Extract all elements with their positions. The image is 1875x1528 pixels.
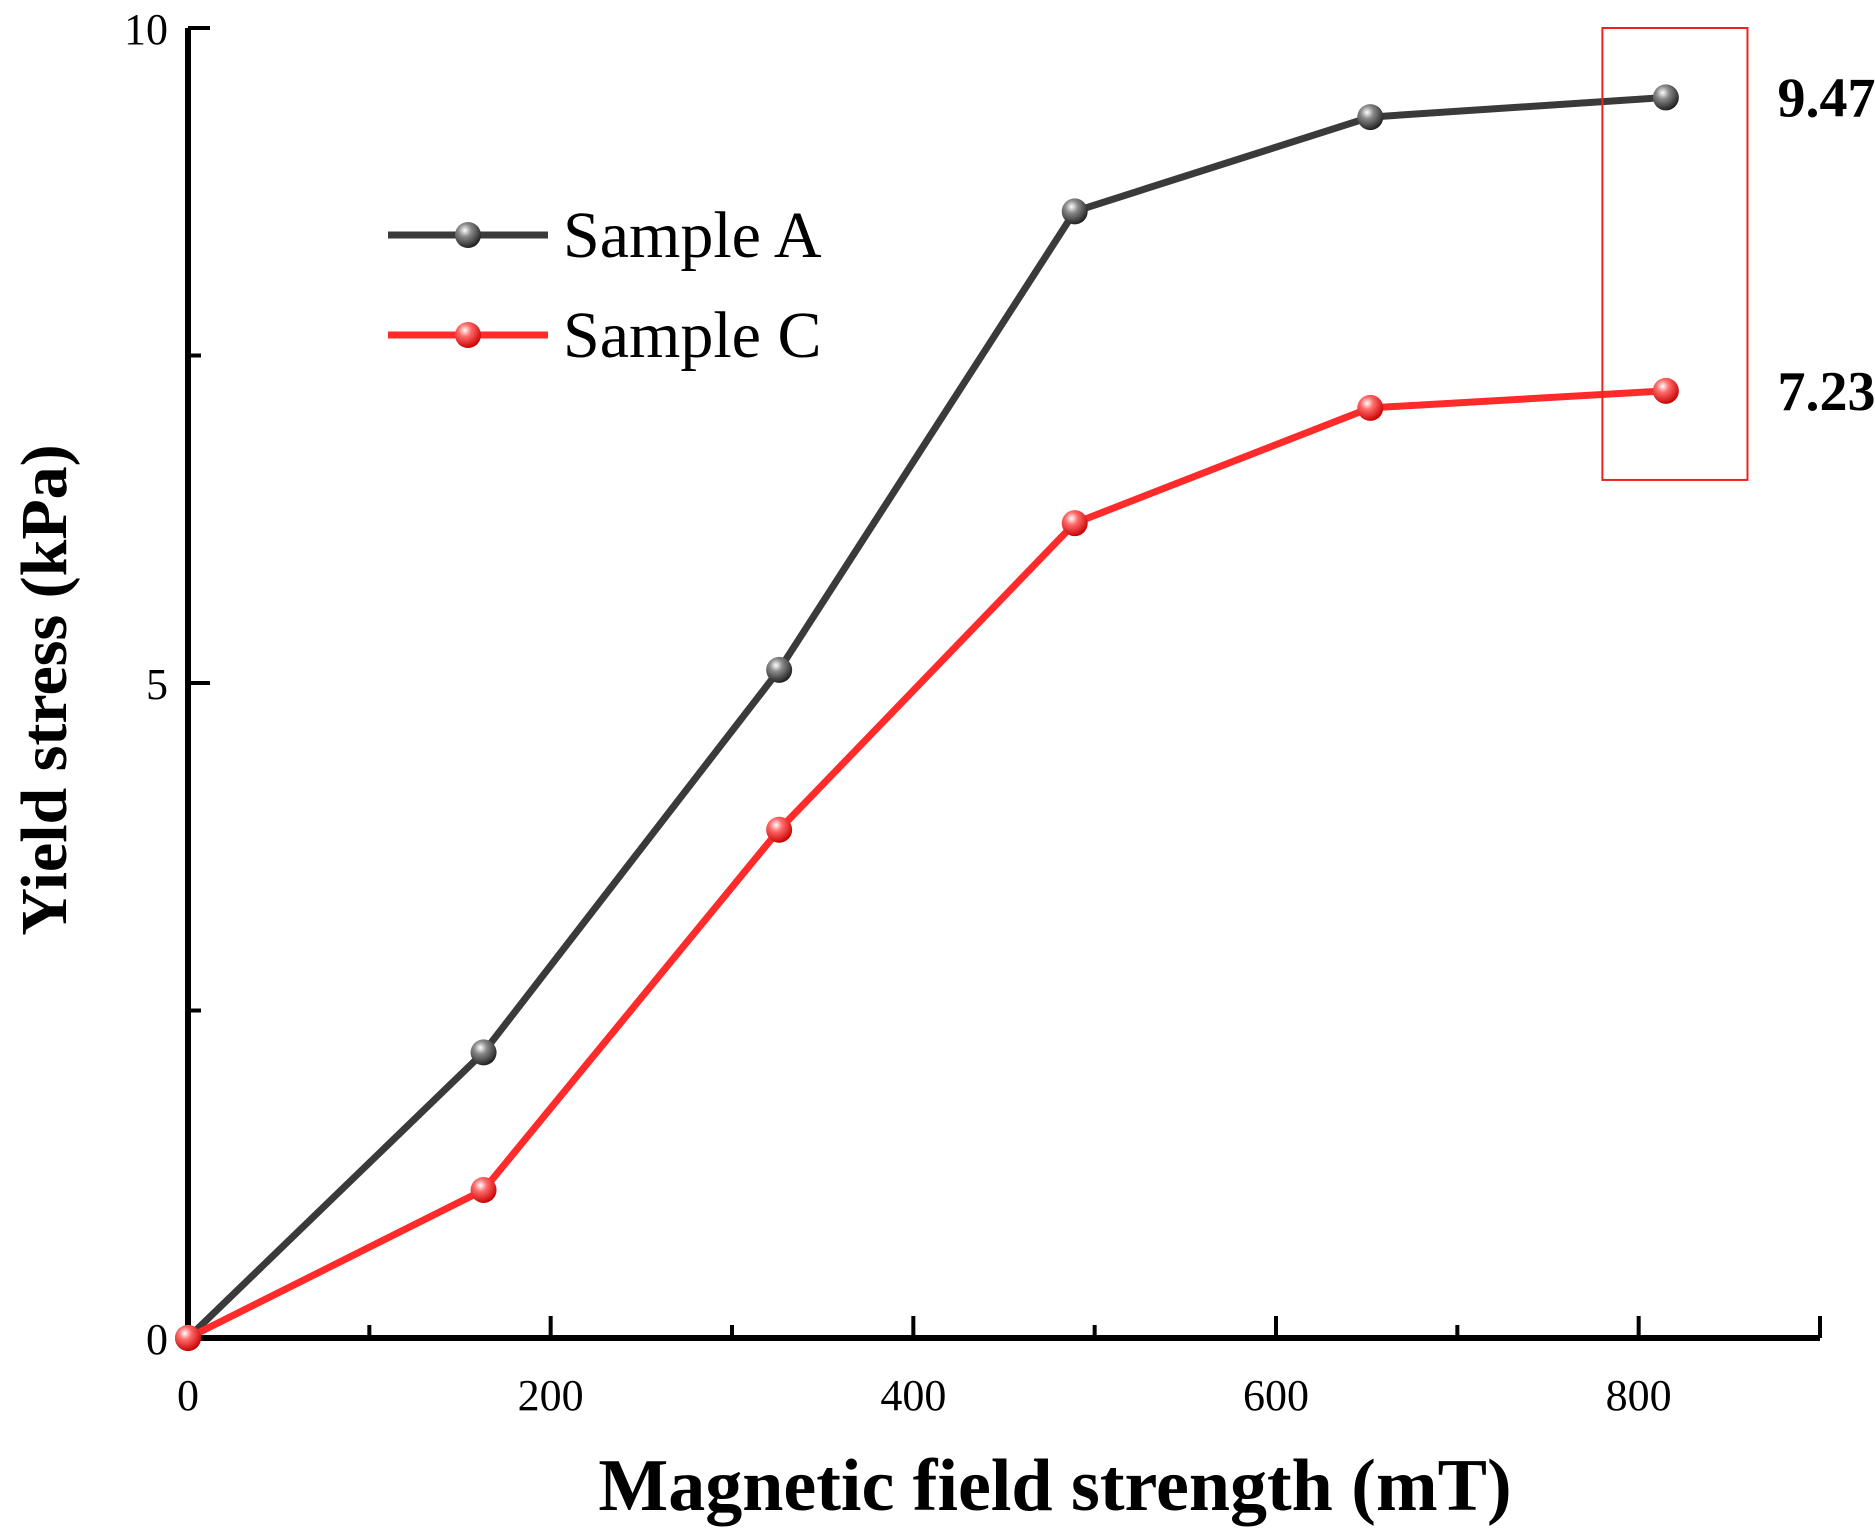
x-tick-label: 800 xyxy=(1606,1371,1672,1420)
series-line xyxy=(185,93,1667,1341)
x-tick-label: 0 xyxy=(177,1371,199,1420)
legend-label: Sample C xyxy=(563,299,822,372)
data-label: 9.47 xyxy=(1777,67,1875,129)
axes xyxy=(185,28,1820,1341)
y-tick-label: 5 xyxy=(146,660,168,709)
y-axis-title: Yield stress (kPa) xyxy=(8,444,81,935)
data-point xyxy=(1652,84,1679,111)
legend: Sample A Sample C xyxy=(388,199,822,372)
legend-item: Sample C xyxy=(388,299,822,372)
data-point xyxy=(470,1039,497,1066)
data-label: 7.23 xyxy=(1777,361,1875,423)
data-point xyxy=(1357,104,1384,131)
x-axis-title: Magnetic field strength (mT) xyxy=(598,1445,1511,1527)
series-layer xyxy=(175,84,1679,1351)
data-point xyxy=(175,1325,201,1351)
legend-marker xyxy=(455,322,481,348)
data-point xyxy=(766,816,793,843)
legend-marker xyxy=(455,222,481,248)
series-sample-c xyxy=(175,377,1679,1351)
data-point xyxy=(1061,510,1088,537)
series-line xyxy=(186,387,1667,1342)
data-point xyxy=(1061,198,1088,225)
x-tick-label: 200 xyxy=(518,1371,584,1420)
data-point xyxy=(766,656,793,683)
data-point xyxy=(470,1176,497,1203)
highlight-box xyxy=(1601,27,1749,481)
data-point xyxy=(1357,394,1384,421)
x-tick-label: 400 xyxy=(880,1371,946,1420)
data-point xyxy=(1652,377,1679,404)
series-sample-a xyxy=(175,84,1679,1351)
legend-item: Sample A xyxy=(388,199,822,272)
x-tick-label: 600 xyxy=(1243,1371,1309,1420)
legend-label: Sample A xyxy=(563,199,822,272)
annotation-layer: 9.47 7.23 xyxy=(1601,27,1875,481)
y-tick-label: 10 xyxy=(124,5,168,54)
y-tick-label: 0 xyxy=(146,1315,168,1364)
axis-ticks: 0 200 400 600 800 0 5 10 xyxy=(124,5,1822,1420)
